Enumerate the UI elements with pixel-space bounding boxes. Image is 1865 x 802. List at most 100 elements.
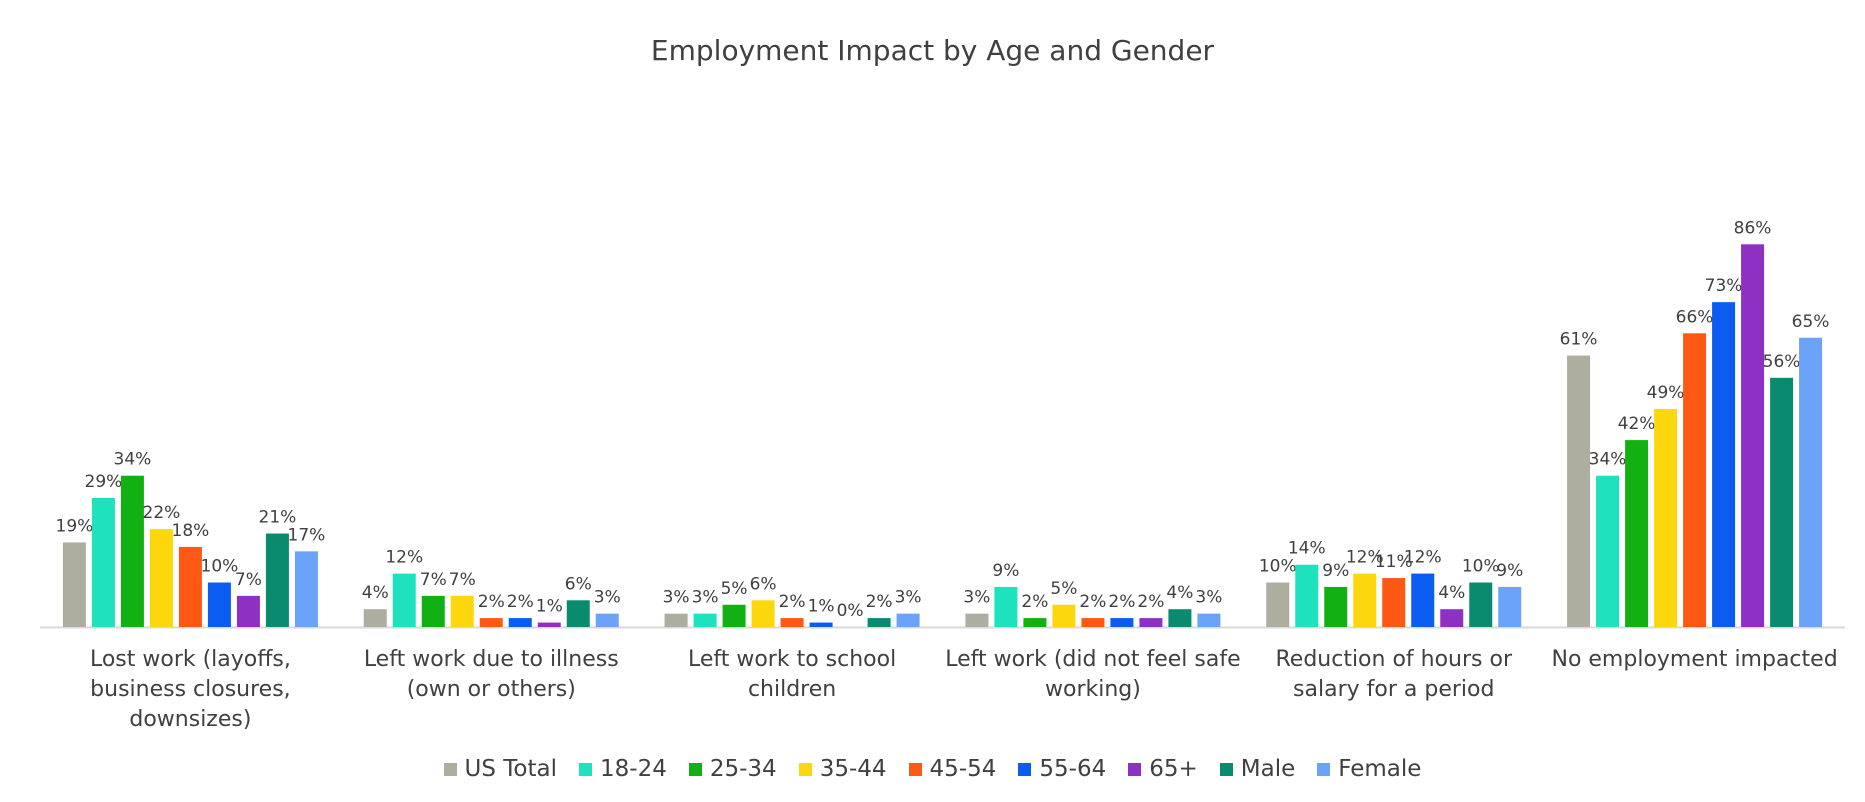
legend-item: Female <box>1317 756 1421 782</box>
bar-us-total-cat-2 <box>363 609 387 627</box>
data-label: 9% <box>992 561 1019 581</box>
bar-45-54-cat-2 <box>479 618 503 627</box>
data-label: 4% <box>362 583 389 603</box>
data-label: 17% <box>288 525 326 545</box>
legend-item: 25-34 <box>688 756 777 782</box>
category-label-line: (own or others) <box>407 677 576 702</box>
data-label: 7% <box>420 570 447 590</box>
category-label-line: Lost work (layoffs, <box>90 647 291 672</box>
data-label: 1% <box>808 597 835 617</box>
bar-female-cat-1 <box>294 551 318 627</box>
category-label-line: No employment impacted <box>1551 647 1837 672</box>
category-label-line: working) <box>1045 677 1141 702</box>
category-label-line: Left work to school <box>688 647 896 672</box>
data-label: 2% <box>1108 592 1135 612</box>
data-label: 61% <box>1560 330 1598 350</box>
bar-35-44-cat-1 <box>149 529 173 627</box>
bar-female-cat-2 <box>595 613 619 627</box>
category-label-line: downsizes) <box>129 707 251 732</box>
legend-label: 35-44 <box>819 756 887 782</box>
data-label: 1% <box>536 597 563 617</box>
bar-us-total-cat-3 <box>664 613 688 627</box>
data-label: 12% <box>1346 548 1384 568</box>
data-label: 2% <box>507 592 534 612</box>
bar-55-64-cat-3 <box>809 622 833 627</box>
bar-male-cat-5 <box>1469 582 1493 627</box>
legend-item: 18-24 <box>579 756 667 782</box>
bar-us-total-cat-4 <box>965 613 989 627</box>
bar-55-64-cat-2 <box>508 618 532 627</box>
data-label: 18% <box>172 521 210 541</box>
bar-25-34-cat-1 <box>120 475 144 627</box>
data-label: 12% <box>385 548 423 568</box>
data-label: 2% <box>779 592 806 612</box>
legend-item: 35-44 <box>798 756 887 782</box>
bar-35-44-cat-2 <box>450 595 474 627</box>
legend-label: 55-64 <box>1039 756 1107 782</box>
data-label: 29% <box>85 472 123 492</box>
data-label: 7% <box>449 570 476 590</box>
data-label: 66% <box>1676 307 1714 327</box>
bar-us-total-cat-6 <box>1567 355 1591 627</box>
category-label: Lost work (layoffs, business closures, dow… <box>90 647 291 732</box>
bar-45-54-cat-3 <box>780 618 804 627</box>
legend-label: Male <box>1240 756 1296 782</box>
data-label: 3% <box>692 588 719 608</box>
data-label: 10% <box>1462 557 1500 577</box>
data-label: 3% <box>895 588 922 608</box>
bar-18-24-cat-5 <box>1295 564 1319 627</box>
bar-65--cat-2 <box>537 622 561 627</box>
bar-55-64-cat-4 <box>1110 618 1134 627</box>
data-label: 3% <box>1195 588 1222 608</box>
data-label: 73% <box>1705 276 1743 296</box>
data-label: 10% <box>1259 557 1297 577</box>
bar-25-34-cat-4 <box>1023 618 1047 627</box>
legend-label: 25-34 <box>709 756 777 782</box>
data-label: 3% <box>594 588 621 608</box>
legend-swatch <box>443 762 457 776</box>
data-label: 10% <box>201 557 239 577</box>
legend-label: Female <box>1338 756 1422 782</box>
chart-title: Employment Impact by Age and Gender <box>650 34 1215 67</box>
bar-18-24-cat-3 <box>693 613 717 627</box>
data-label: 0% <box>837 601 864 621</box>
category-label: Left work due to illness (own or others) <box>364 647 619 702</box>
bar-male-cat-3 <box>867 618 891 627</box>
category-label-line: business closures, <box>90 677 291 702</box>
category-label: Left work (did not feel safe working) <box>945 647 1240 702</box>
legend-item: 45-54 <box>908 756 997 782</box>
bar-male-cat-4 <box>1168 609 1192 627</box>
category-label-line: Left work due to illness <box>364 647 619 672</box>
bar-65--cat-1 <box>236 595 260 627</box>
legend-label: 45-54 <box>929 756 997 782</box>
bar-35-44-cat-6 <box>1654 408 1678 627</box>
legend-label: 65+ <box>1149 756 1198 782</box>
data-label: 2% <box>1021 592 1048 612</box>
bar-25-34-cat-3 <box>722 604 746 627</box>
bar-us-total-cat-1 <box>62 542 86 627</box>
bar-25-34-cat-5 <box>1324 586 1348 627</box>
legend-swatch <box>798 762 812 776</box>
legend-item: US Total <box>443 756 557 782</box>
data-label: 2% <box>1137 592 1164 612</box>
bar-55-64-cat-1 <box>207 582 231 627</box>
data-label: 19% <box>56 516 94 536</box>
data-label: 2% <box>1079 592 1106 612</box>
legend-swatch <box>1219 762 1233 776</box>
bar-45-54-cat-1 <box>178 546 202 627</box>
data-label: 11% <box>1375 552 1413 572</box>
bar-female-cat-3 <box>896 613 920 627</box>
bar-female-cat-5 <box>1498 586 1522 627</box>
legend-swatch <box>579 762 593 776</box>
bar-35-44-cat-4 <box>1052 604 1076 627</box>
bar-55-64-cat-5 <box>1411 573 1435 627</box>
bar-18-24-cat-4 <box>994 586 1018 627</box>
bar-male-cat-6 <box>1770 377 1794 627</box>
bar-45-54-cat-6 <box>1683 333 1707 627</box>
category-label: No employment impacted <box>1551 647 1837 672</box>
legend-item: Male <box>1219 756 1296 782</box>
data-label: 4% <box>1438 583 1465 603</box>
bar-male-cat-1 <box>265 533 289 627</box>
data-label: 4% <box>1166 583 1193 603</box>
data-label: 22% <box>143 503 181 523</box>
